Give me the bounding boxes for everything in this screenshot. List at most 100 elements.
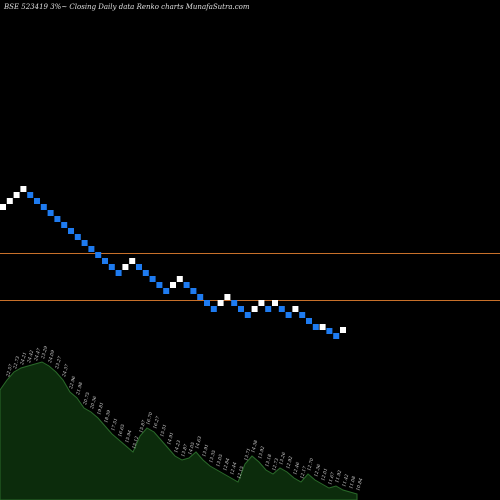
volume-label: 24.47 [33,347,42,362]
renko-brick-up [217,300,224,306]
reference-lines [0,253,500,301]
renko-brick-down [183,282,190,288]
renko-brick-up [224,294,231,300]
renko-brick-up [292,306,299,312]
volume-area-shape [0,361,358,500]
volume-label: 24.09 [47,349,56,364]
volume-label: 11.67 [327,471,336,485]
volume-label: 17.51 [110,418,119,432]
volume-label: 11.42 [341,473,350,487]
renko-brick-down [278,306,285,312]
renko-brick-down [326,328,333,334]
volume-label: 12.70 [306,457,315,471]
volume-area [0,361,358,500]
volume-label: 12.92 [285,455,294,469]
renko-brick-down [47,210,54,216]
volume-label: 21.98 [75,381,84,396]
volume-label: 18.39 [103,409,112,423]
renko-brick-down [95,252,102,258]
renko-brick-down [312,324,319,330]
chart-title: BSE 523419 3%~ Closing Daily data Renko … [3,3,250,11]
renko-brick-down [81,240,88,246]
renko-brick-up [176,276,183,282]
renko-brick-down [210,306,217,312]
volume-label: 16.70 [145,411,154,425]
volume-label: 20.75 [82,391,91,406]
renko-brick-down [108,264,115,270]
volume-label: 24.21 [19,352,28,367]
volume-label: 24.37 [61,363,70,378]
renko-brick-up [272,300,278,306]
volume-labels: 22.5722.7324.2124.4224.4723.2924.0923.27… [5,345,364,491]
renko-brick-up [6,198,13,204]
volume-label: 12.73 [271,457,280,471]
volume-label: 11.92 [334,469,343,483]
renko-brick-down [136,264,142,270]
volume-label: 23.29 [40,345,49,360]
renko-brick-up [20,186,27,192]
volume-label: 11.08 [348,475,357,489]
renko-brick-down [163,288,170,294]
volume-label: 24.42 [26,349,35,364]
volume-label: 14.91 [166,432,175,446]
volume-label: 22.73 [12,355,21,370]
volume-label: 14.63 [194,435,203,449]
volume-label: 12.44 [229,461,238,475]
renko-brick-down [265,306,272,312]
volume-label: 12.84 [222,457,231,471]
volume-label: 22.57 [5,363,14,378]
renko-brick-up [340,327,346,333]
renko-brick-up [129,258,136,264]
renko-brick-down [285,312,292,318]
renko-brick-down [61,222,68,228]
volume-label: 13.91 [201,444,210,458]
volume-label: 13.26 [278,451,287,465]
renko-brick-up [0,204,6,210]
volume-label: 16.65 [117,423,126,437]
renko-brick-down [40,204,47,210]
volume-label: 12.36 [313,463,322,477]
volume-label: 14.05 [187,441,196,455]
renko-brick-up [319,324,326,330]
renko-brick-down [204,300,210,306]
volume-label: 20.36 [89,395,98,410]
renko-brick-down [34,198,40,204]
volume-label: 19.81 [96,402,105,416]
renko-brick-down [238,306,244,312]
volume-label: 13.18 [264,453,273,467]
renko-brick-down [54,216,61,222]
volume-label: 13.92 [257,445,266,459]
volume-label: 10.84 [355,477,364,491]
renko-brick-down [156,282,163,288]
volume-label: 12.17 [299,465,308,479]
volume-label: 15.12 [131,435,140,449]
volume-label: 14.38 [250,439,259,453]
renko-brick-up [13,192,20,198]
volume-label: 13.05 [215,453,224,467]
renko-brick-up [170,282,176,288]
volume-label: 13.71 [243,448,252,462]
volume-label: 22.96 [68,375,77,390]
renko-brick-up [251,306,258,312]
volume-label: 13.35 [208,449,217,463]
renko-brick-down [115,270,122,276]
volume-label: 12.46 [292,461,301,475]
volume-label: 23.27 [54,355,63,370]
renko-brick-down [74,234,81,240]
renko-brick-up [122,264,129,270]
renko-bricks [0,186,346,339]
renko-brick-up [258,300,265,306]
renko-brick-down [190,288,197,294]
renko-brick-down [244,312,251,318]
volume-label: 12.01 [320,468,329,482]
renko-brick-down [333,333,340,339]
renko-brick-down [102,258,108,264]
renko-brick-down [88,246,95,252]
volume-label: 15.87 [138,419,147,433]
renko-brick-down [299,312,306,318]
renko-brick-down [231,300,238,306]
renko-brick-down [197,294,204,300]
renko-brick-down [68,228,74,234]
volume-label: 15.94 [124,429,133,443]
